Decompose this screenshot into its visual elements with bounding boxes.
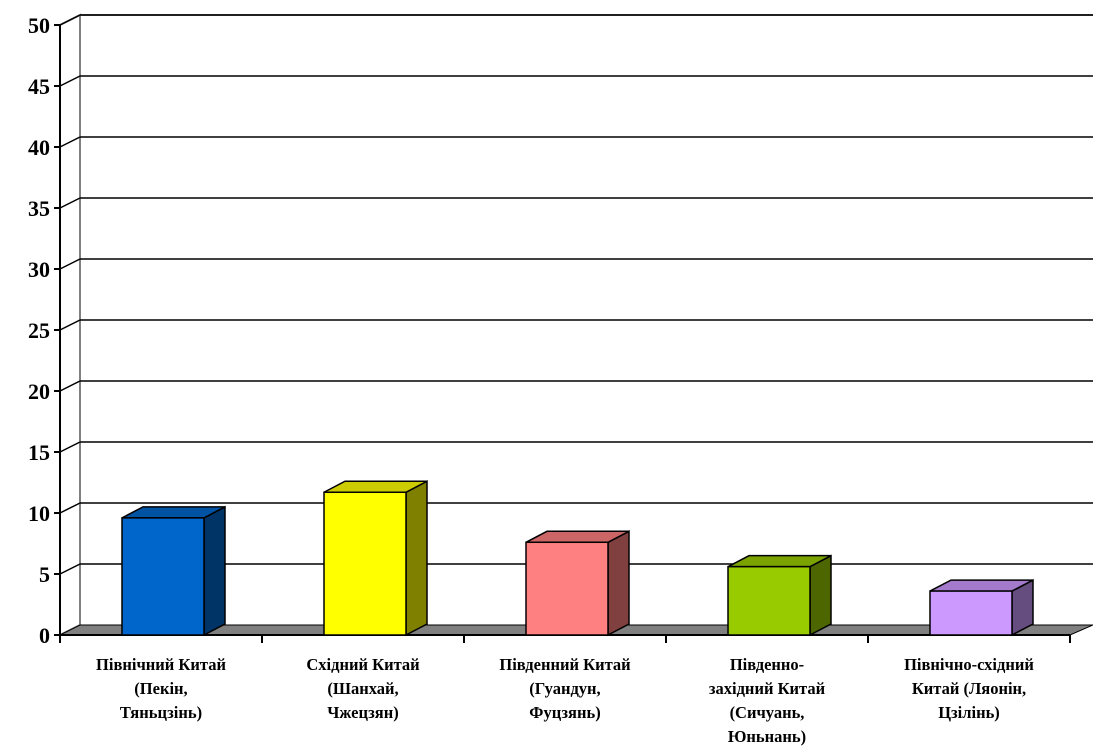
x-category-label: Північний Китай (Пекін, Тяньцзінь)	[96, 655, 226, 722]
y-tick-label: 50	[28, 13, 50, 38]
bar	[121, 505, 226, 637]
gridline-diagonal	[59, 319, 81, 331]
gridline-diagonal	[59, 380, 81, 392]
y-tick-label: 40	[28, 135, 50, 160]
gridline-diagonal	[59, 75, 81, 87]
bar	[929, 578, 1034, 637]
x-category-label: Східний Китай (Шанхай, Чжецзян)	[306, 655, 420, 722]
gridline-diagonal	[59, 136, 81, 148]
y-tick-label: 45	[28, 74, 50, 99]
y-tick-label: 10	[28, 501, 50, 526]
bar-front-face	[727, 565, 811, 636]
x-category-label: Південно-західний Китай (Сичуань, Юньнань)	[709, 655, 826, 746]
y-tick-label: 30	[28, 257, 50, 282]
gridline-diagonal	[59, 441, 81, 453]
bar-side-face	[203, 505, 226, 637]
bar-side-face	[607, 530, 630, 637]
y-tick-label: 25	[28, 318, 50, 343]
bar-front-face	[929, 590, 1013, 636]
bar-front-face	[121, 517, 205, 636]
bar-front-face	[323, 491, 407, 636]
x-category-labels: Північний Китай (Пекін, Тяньцзінь) Східний …	[96, 655, 1034, 746]
y-tick-label: 20	[28, 379, 50, 404]
bar	[727, 554, 832, 637]
gridline-diagonal	[59, 502, 81, 514]
y-tick-label: 35	[28, 196, 50, 221]
gridline-diagonal	[59, 14, 81, 26]
bar-side-face	[405, 480, 428, 637]
y-tick-label: 0	[39, 623, 50, 648]
bar-front-face	[525, 541, 609, 636]
gridline-diagonal	[59, 258, 81, 270]
y-tick-label: 5	[39, 562, 50, 587]
gridline-diagonal	[59, 197, 81, 209]
bar	[525, 530, 630, 637]
x-category-label: Південний Китай (Гуандун, Фуцзянь)	[499, 655, 631, 722]
bar-side-face	[809, 554, 832, 637]
y-tick-label: 15	[28, 440, 50, 465]
gridline-diagonal	[59, 563, 81, 575]
y-tick-labels: 0 5 10 15 20 25 30 35 40 45 50	[28, 13, 50, 648]
bar	[323, 480, 428, 637]
gridlines	[59, 14, 1093, 575]
x-category-label: Північно-східний Китай (Ляонін, Цзілінь)	[904, 655, 1034, 722]
bars	[121, 480, 1034, 637]
